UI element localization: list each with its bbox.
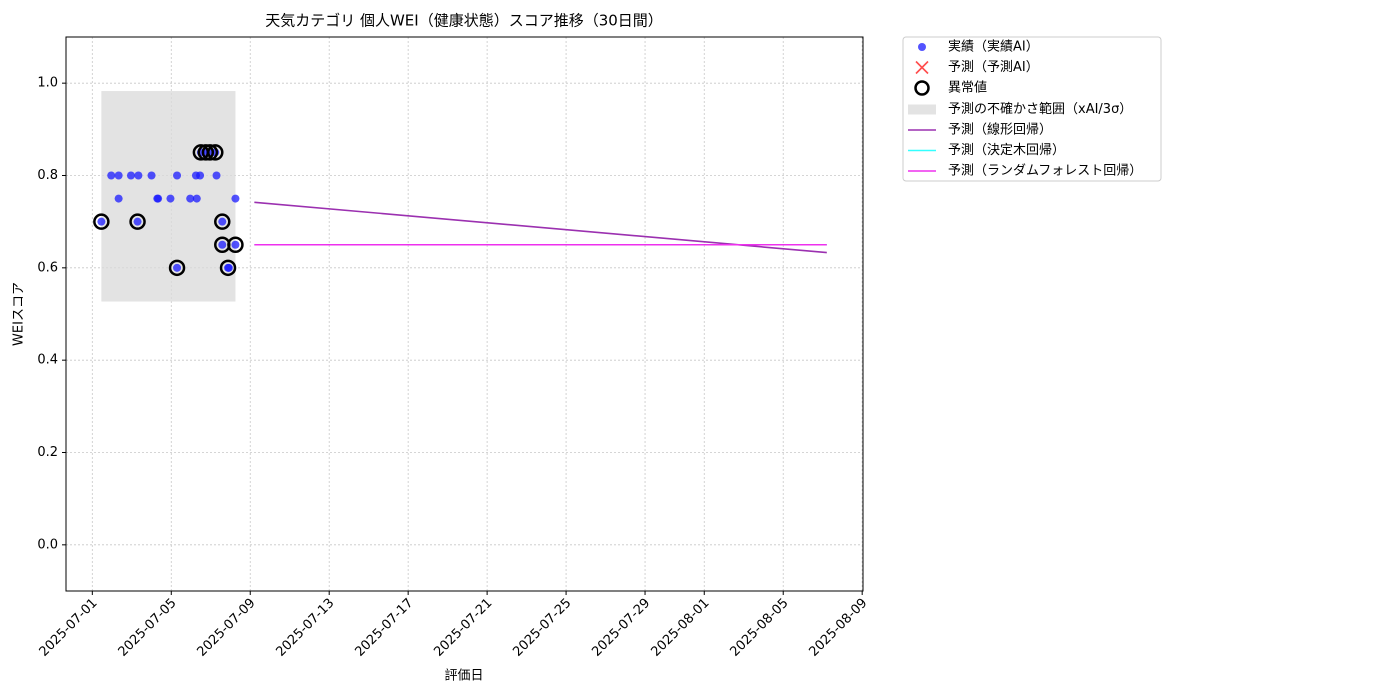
- actual-point: [126, 171, 135, 180]
- y-tick-label: 0.2: [37, 445, 58, 460]
- legend-symbol: [918, 43, 926, 51]
- anomaly-marker: [129, 213, 146, 230]
- anomaly-marker: [201, 144, 219, 161]
- anomaly-marker: [219, 259, 237, 277]
- actual-point: [114, 171, 123, 180]
- legend-symbol: [908, 104, 936, 115]
- actual-point: [134, 171, 143, 180]
- actual-point: [218, 240, 227, 249]
- x-tick-label: 2025-08-09: [806, 596, 870, 660]
- actual-point: [224, 263, 233, 272]
- legend-box: [902, 36, 1162, 182]
- legend-symbol: [914, 80, 930, 96]
- y-tick-label: 0.4: [37, 353, 58, 368]
- y-tick-label: 0.0: [37, 537, 58, 552]
- x-tick-label: 2025-07-17: [352, 596, 416, 660]
- y-axis-label: WEIスコア: [12, 282, 27, 346]
- anomaly-marker: [207, 144, 224, 161]
- plot-frame: [65, 36, 864, 592]
- actual-point: [196, 171, 205, 180]
- actual-point: [114, 194, 123, 203]
- actual-point: [97, 217, 106, 226]
- actual-point: [218, 217, 227, 226]
- actual-point: [173, 263, 182, 272]
- y-tick-label: 0.8: [37, 168, 58, 183]
- legend-symbol: [915, 60, 929, 75]
- legend-label: 異常値: [948, 80, 987, 96]
- actual-point: [186, 194, 195, 203]
- actual-point: [107, 171, 116, 180]
- actual-point: [166, 194, 175, 203]
- anomaly-marker: [227, 236, 244, 253]
- x-tick-label: 2025-07-21: [431, 596, 495, 660]
- y-tick-label: 0.6: [37, 260, 58, 275]
- legend-label: 予測（線形回帰）: [948, 122, 1052, 138]
- x-tick-label: 2025-07-13: [273, 596, 337, 660]
- legend-label: 予測（決定木回帰）: [948, 142, 1065, 158]
- actual-point: [147, 171, 156, 180]
- actual-point: [173, 171, 182, 180]
- x-tick-label: 2025-07-09: [195, 596, 259, 660]
- anomaly-marker: [93, 213, 110, 230]
- legend-label: 実績（実績AI）: [948, 39, 1039, 55]
- x-tick-label: 2025-08-05: [727, 596, 791, 660]
- x-tick-label: 2025-08-01: [649, 596, 713, 660]
- x-tick-label: 2025-07-29: [589, 596, 653, 660]
- y-tick-label: 1.0: [37, 76, 58, 91]
- anomaly-marker: [168, 259, 186, 277]
- actual-point: [133, 217, 142, 226]
- legend-label: 予測の不確かさ範囲（xAI/3σ）: [948, 101, 1132, 117]
- x-tick-label: 2025-07-05: [116, 596, 180, 660]
- x-axis-label: 評価日: [444, 669, 483, 684]
- legend-label: 予測（予測AI）: [948, 60, 1039, 75]
- actual-point: [212, 171, 221, 180]
- legend-label: 予測（ランダムフォレスト回帰）: [948, 163, 1142, 179]
- x-tick-label: 2025-07-25: [510, 596, 574, 660]
- actual-point: [231, 194, 240, 203]
- chart-title: 天気カテゴリ 個人WEI（健康状態）スコア推移（30日間）: [265, 12, 663, 30]
- anomaly-marker: [214, 213, 231, 230]
- actual-point: [192, 194, 201, 203]
- actual-point: [231, 240, 240, 249]
- actual-point: [154, 194, 163, 203]
- x-tick-label: 2025-07-01: [37, 596, 101, 660]
